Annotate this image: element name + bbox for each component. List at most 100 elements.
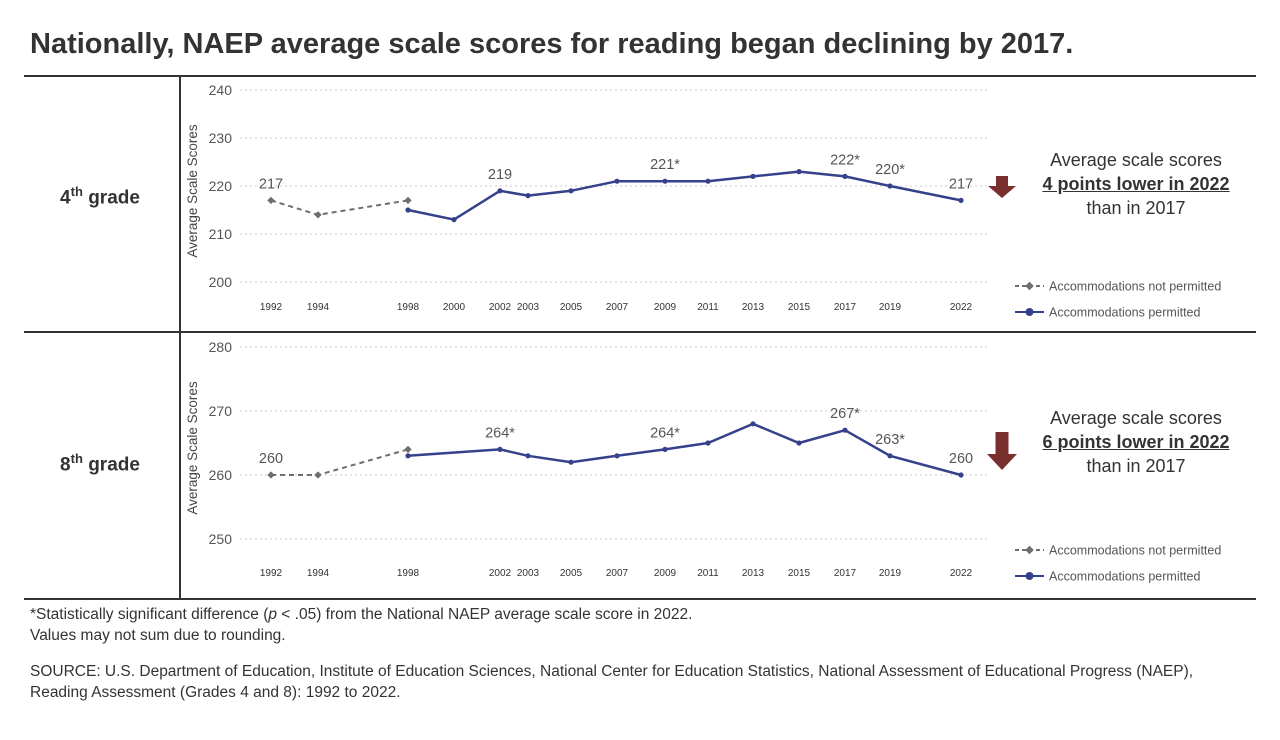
x-tick-label: 2019 (879, 568, 902, 579)
legend-marker (1025, 572, 1034, 580)
callout-line3: than in 2017 (1086, 456, 1186, 476)
series-line-not_permitted (271, 448, 409, 476)
data-point (404, 445, 412, 454)
rounding-footnote: Values may not sum due to rounding. (30, 627, 286, 644)
data-point (525, 453, 531, 459)
grade-label-8th: 8th grade (60, 451, 140, 476)
data-label: 220* (875, 162, 905, 178)
y-tick-label: 210 (209, 226, 233, 242)
significance-footnote: *Statistically significant difference (p… (30, 606, 693, 623)
x-tick-label: 2005 (560, 302, 583, 313)
page-title: Nationally, NAEP average scale scores fo… (30, 28, 1074, 60)
data-point (750, 173, 756, 179)
data-point (887, 453, 893, 459)
x-tick-label: 1994 (307, 302, 330, 313)
y-tick-label: 240 (209, 82, 233, 98)
y-tick-label: 220 (209, 178, 233, 194)
bottom-rule (24, 598, 1256, 600)
data-point (958, 472, 964, 478)
x-tick-label: 2009 (654, 568, 677, 579)
data-point (614, 453, 620, 459)
data-label: 263* (875, 432, 905, 448)
callout-emphasis: 4 points lower in 2022 (1042, 174, 1230, 194)
x-tick-label: 2017 (834, 302, 857, 313)
data-point (267, 471, 275, 479)
legend-marker (1025, 308, 1034, 316)
data-point (750, 421, 756, 427)
grade-label-4th: 4th grade (60, 184, 140, 209)
legend-label-not_permitted: Accommodations not permitted (1049, 280, 1221, 294)
top-rule (24, 75, 1256, 77)
data-point (497, 188, 503, 194)
x-tick-label: 2007 (606, 568, 629, 579)
legend-marker (1025, 545, 1034, 555)
x-tick-label: 2003 (517, 568, 540, 579)
legend-label-permitted: Accommodations permitted (1049, 570, 1201, 584)
down-arrow-icon (988, 176, 1016, 198)
source-note: SOURCE: U.S. Department of Education, In… (30, 663, 1194, 701)
x-tick-label: 2011 (697, 302, 719, 313)
x-tick-label: 1992 (260, 302, 283, 313)
x-tick-label: 2002 (489, 568, 512, 579)
data-point (405, 207, 411, 213)
x-tick-label: 2015 (788, 302, 811, 313)
series-line-permitted (407, 422, 962, 477)
x-tick-label: 1994 (307, 568, 330, 579)
x-tick-label: 2017 (834, 568, 857, 579)
data-point (705, 178, 711, 184)
x-tick-label: 2011 (697, 568, 719, 579)
data-point (614, 178, 620, 184)
data-point (958, 197, 964, 203)
data-point (568, 188, 574, 194)
data-label: 217 (949, 176, 973, 192)
callout-emphasis: 6 points lower in 2022 (1042, 432, 1230, 452)
x-tick-label: 2019 (879, 302, 902, 313)
x-tick-label: 2015 (788, 568, 811, 579)
y-tick-label: 270 (209, 403, 233, 419)
data-point (314, 471, 322, 479)
data-point (842, 173, 848, 179)
callout-line1: Average scale scores (1050, 150, 1222, 170)
label-column-divider (179, 76, 181, 598)
data-point (314, 211, 322, 219)
y-tick-label: 200 (209, 274, 233, 290)
x-tick-label: 2003 (517, 302, 540, 313)
x-tick-label: 1998 (397, 302, 420, 313)
data-point (497, 446, 503, 452)
data-label: 222* (830, 152, 860, 168)
y-tick-label: 260 (209, 467, 233, 483)
x-tick-label: 1992 (260, 568, 283, 579)
y-tick-label: 280 (209, 339, 233, 355)
data-label: 264* (485, 425, 515, 441)
x-tick-label: 1998 (397, 568, 420, 579)
x-tick-label: 2013 (742, 302, 765, 313)
x-tick-label: 2005 (560, 568, 583, 579)
x-tick-label: 2009 (654, 302, 677, 313)
data-point (887, 183, 893, 189)
y-tick-label: 250 (209, 531, 233, 547)
legend-marker (1025, 281, 1034, 291)
data-label: 260 (259, 451, 283, 467)
legend-label-not_permitted: Accommodations not permitted (1049, 544, 1221, 558)
data-point (796, 169, 802, 175)
data-point (842, 427, 848, 433)
y-axis-label: Average Scale Scores (185, 124, 200, 258)
callout-line1: Average scale scores (1050, 408, 1222, 428)
legend-label-permitted: Accommodations permitted (1049, 306, 1201, 320)
x-tick-label: 2013 (742, 568, 765, 579)
data-label: 221* (650, 157, 680, 173)
data-point (705, 440, 711, 446)
data-point (796, 440, 802, 446)
x-tick-label: 2007 (606, 302, 629, 313)
data-point (525, 193, 531, 199)
data-label: 217 (259, 176, 283, 192)
data-point (568, 459, 574, 465)
y-axis-label: Average Scale Scores (185, 381, 200, 515)
x-tick-label: 2002 (489, 302, 512, 313)
data-label: 219 (488, 167, 512, 183)
y-tick-label: 230 (209, 130, 233, 146)
data-point (405, 453, 411, 459)
data-label: 264* (650, 425, 680, 441)
